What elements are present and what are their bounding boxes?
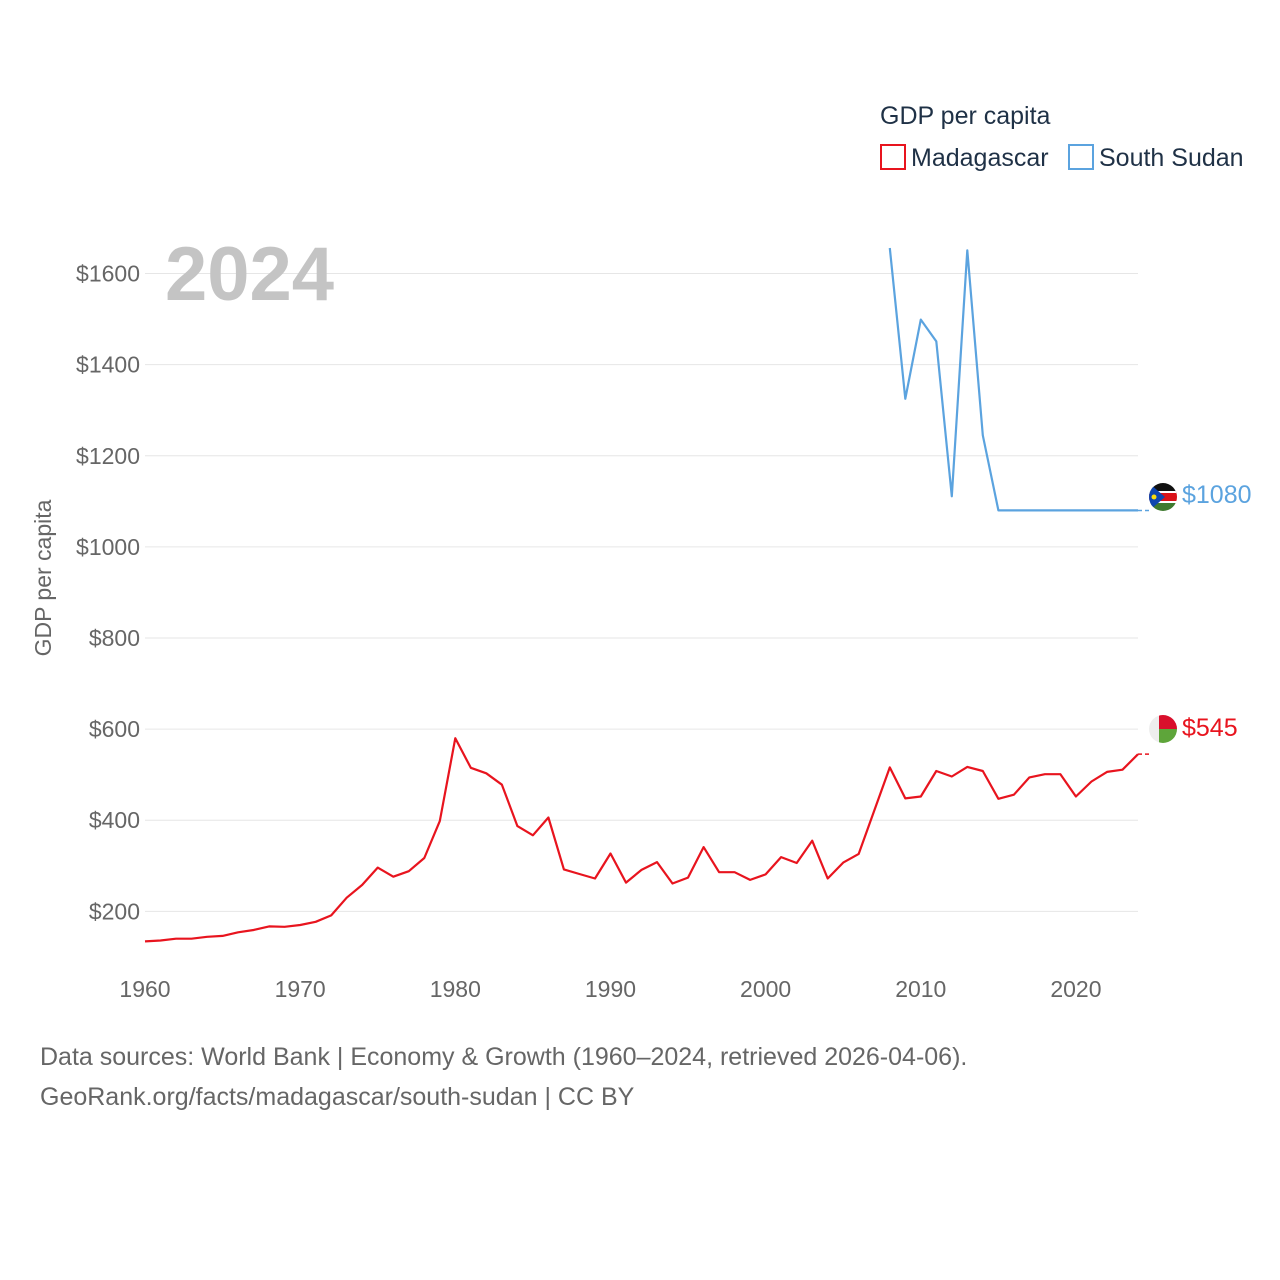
x-axis: 1960 1970 1980 1990 2000 2010 2020 bbox=[119, 976, 1101, 1002]
madagascar-end-value: $545 bbox=[1182, 714, 1238, 742]
legend-swatch-south-sudan[interactable] bbox=[1068, 144, 1094, 170]
y-tick-label: $1600 bbox=[76, 261, 140, 287]
legend-title: GDP per capita bbox=[880, 102, 1051, 130]
legend-swatch-madagascar[interactable] bbox=[880, 144, 906, 170]
y-tick-label: $400 bbox=[89, 807, 140, 833]
x-tick-label: 1960 bbox=[119, 976, 170, 1002]
legend-label-madagascar[interactable]: Madagascar bbox=[911, 144, 1049, 172]
footer-link[interactable]: GeoRank.org/facts/madagascar/south-sudan… bbox=[40, 1083, 635, 1111]
gridlines bbox=[145, 273, 1138, 912]
series-lines bbox=[144, 247, 1149, 943]
series-line-south-sudan[interactable] bbox=[888, 247, 1138, 512]
y-tick-label: $1400 bbox=[76, 352, 140, 378]
year-label: 2024 bbox=[165, 232, 334, 317]
series-line-madagascar[interactable] bbox=[144, 737, 1139, 943]
y-tick-label: $1000 bbox=[76, 534, 140, 560]
y-tick-label: $1200 bbox=[76, 443, 140, 469]
y-axis: $200 $400 $600 $800 $1000 $1200 $1400 $1600 bbox=[76, 261, 140, 925]
y-tick-label: $600 bbox=[89, 716, 140, 742]
y-tick-label: $800 bbox=[89, 625, 140, 651]
y-tick-label: $200 bbox=[89, 898, 140, 924]
x-tick-label: 1980 bbox=[430, 976, 481, 1002]
footer-sources: Data sources: World Bank | Economy & Gro… bbox=[40, 1043, 968, 1071]
madagascar-flag-icon bbox=[1149, 715, 1177, 743]
south-sudan-flag-icon bbox=[1149, 483, 1177, 511]
y-axis-title: GDP per capita bbox=[30, 499, 56, 656]
x-tick-label: 2010 bbox=[895, 976, 946, 1002]
south-sudan-end-value: $1080 bbox=[1182, 481, 1252, 509]
legend-label-south-sudan[interactable]: South Sudan bbox=[1099, 144, 1244, 172]
x-tick-label: 2000 bbox=[740, 976, 791, 1002]
x-tick-label: 1970 bbox=[275, 976, 326, 1002]
x-tick-label: 1990 bbox=[585, 976, 636, 1002]
x-tick-label: 2020 bbox=[1050, 976, 1101, 1002]
